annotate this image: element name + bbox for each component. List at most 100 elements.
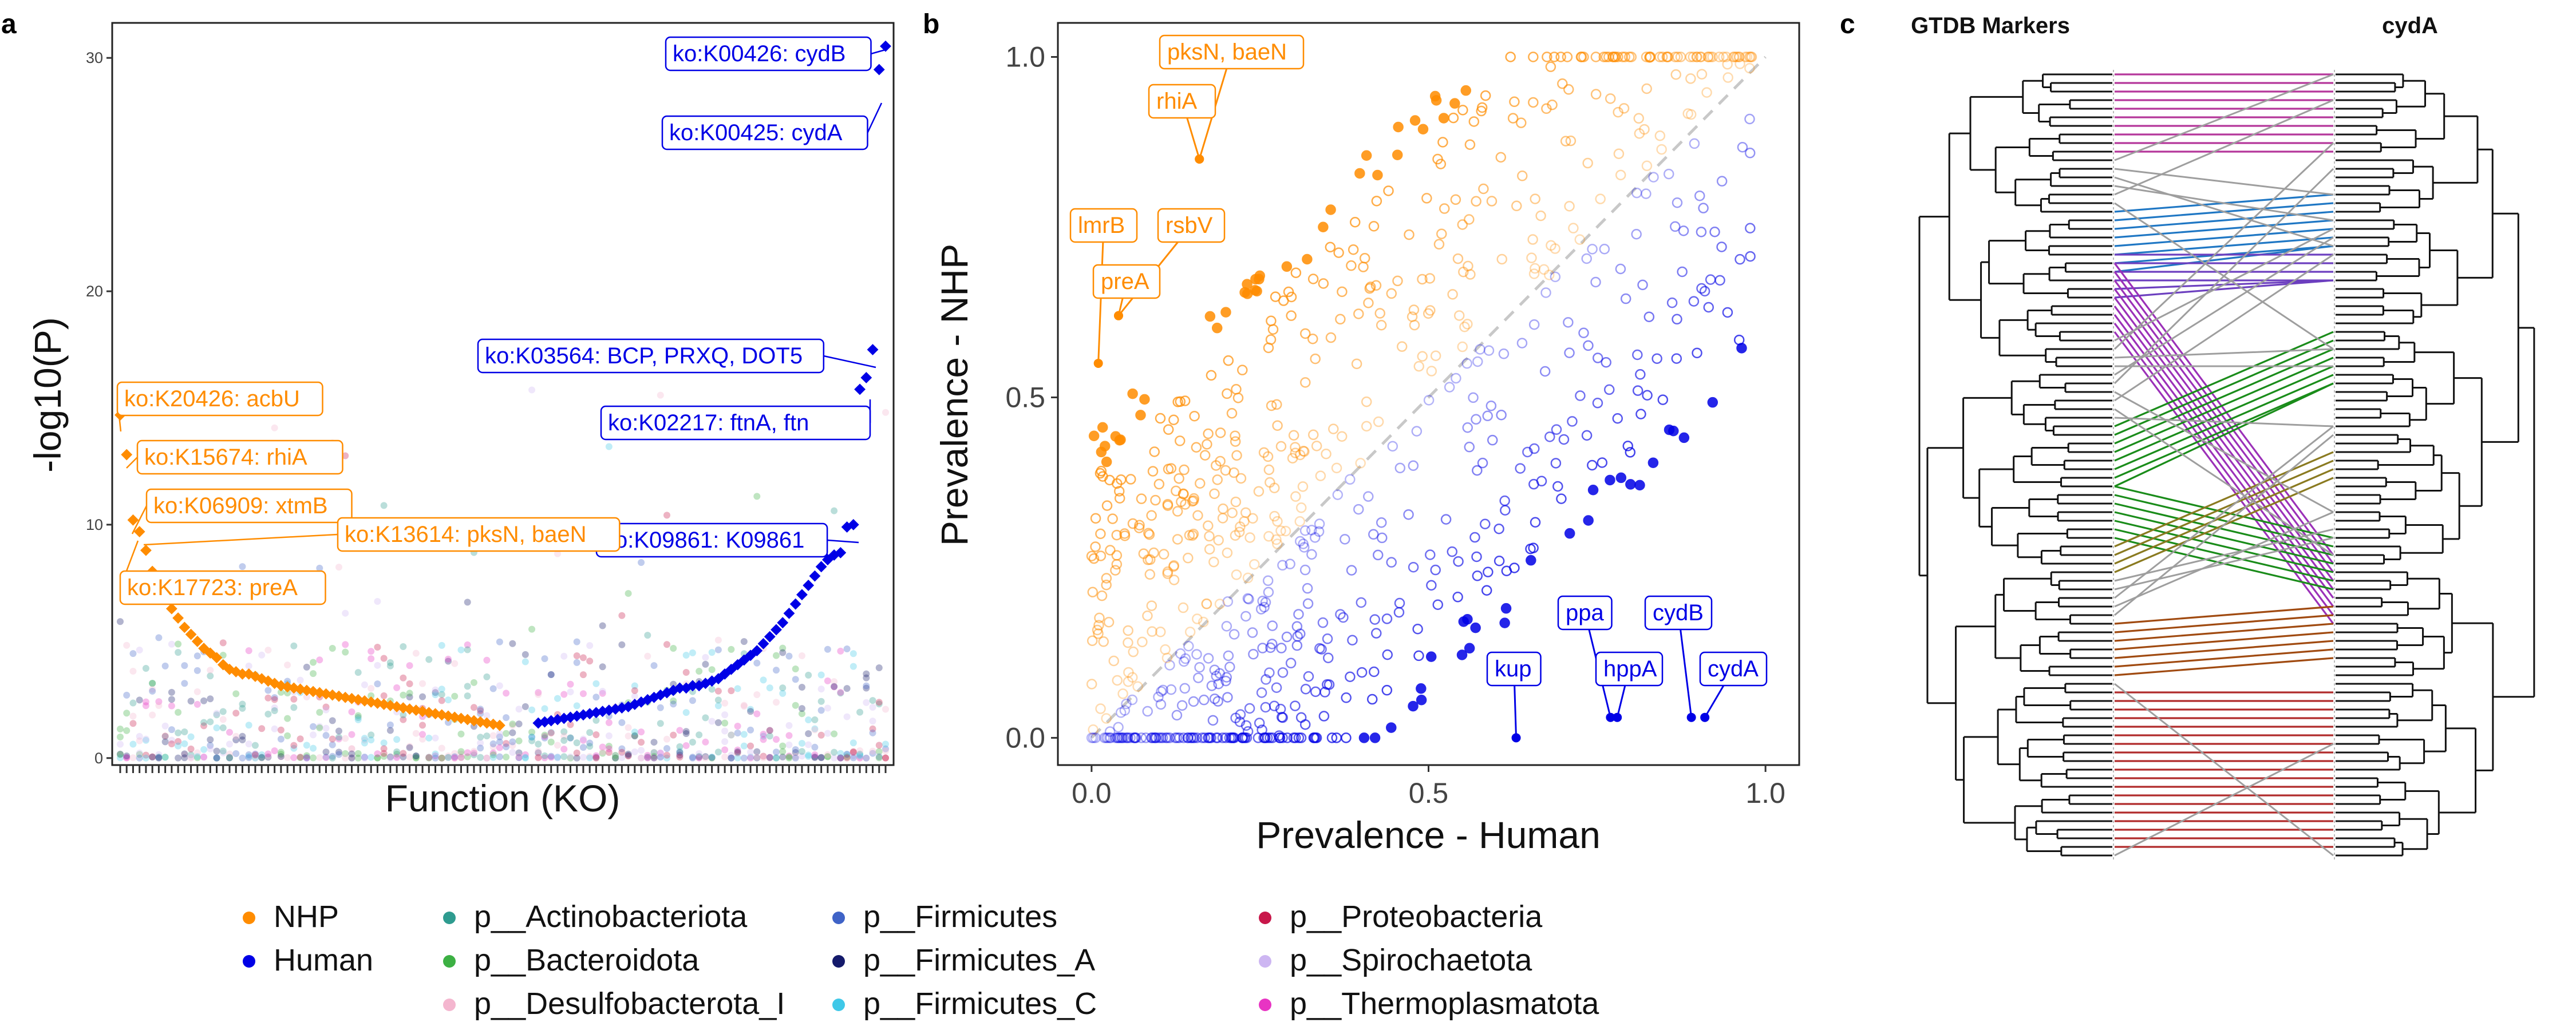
prevalence-point [1189,410,1200,422]
taxon-point [753,710,761,718]
taxon-point [322,706,330,714]
prevalence-point [1590,52,1602,62]
prevalence-point [1740,52,1751,62]
taxon-point [760,754,767,762]
prevalence-point [1494,523,1504,534]
prevalence-point [1452,253,1464,264]
prevalence-point [1511,200,1522,212]
annotation-label: ko:K02217: ftnA, ftn [600,399,871,441]
tanglegram-link [2114,253,2334,402]
taxon-point [380,745,388,752]
prevalence-point [1218,503,1228,514]
taxon-point [258,751,266,758]
legend-swatch [1259,912,1271,924]
prevalence-point [1204,544,1215,555]
taxon-point [142,664,149,672]
taxon-point [573,749,580,756]
prevalence-point [1257,643,1268,653]
prevalence-point [1528,97,1539,108]
taxon-point [335,564,342,571]
taxon-point [856,750,864,758]
function-point [674,682,686,694]
prevalence-point [1288,430,1299,441]
taxon-point [702,753,709,760]
prevalence-point [1413,650,1424,661]
taxon-point [779,649,787,656]
prevalence-point [1114,493,1125,504]
annotation-leader [131,505,148,534]
prevalence-point [1108,655,1119,667]
taxon-point [348,754,355,762]
taxon-point [837,754,844,762]
taxon-point [863,754,870,762]
taxon-point [521,703,529,710]
prevalence-point [1206,732,1216,743]
prevalence-point [1228,467,1239,478]
taxon-point [631,692,638,700]
prevalence-point [1563,84,1574,95]
prevalence-point [1272,538,1283,549]
prevalence-point [1730,52,1742,62]
taxon-point [760,752,767,760]
taxon-point [843,685,851,692]
taxon-point [843,754,851,762]
taxon-point [477,706,484,713]
taxon-point [425,734,433,742]
taxon-point [805,752,812,760]
taxon-point [560,652,568,660]
prevalence-point [1615,472,1627,484]
label-box [1092,264,1161,299]
prevalence-point [1641,188,1652,199]
taxon-point [811,751,819,759]
prevalence-point [1263,531,1274,542]
taxon-point [547,728,555,736]
taxon-point [663,751,670,759]
prevalence-point [1432,599,1444,610]
prevalence-point [1568,223,1579,233]
taxon-point [515,754,523,761]
prevalence-point [1376,320,1387,331]
prevalence-point [1558,434,1570,445]
prevalence-point [1737,141,1748,153]
prevalence-point [1180,499,1191,510]
prevalence-point [1483,345,1495,356]
prevalence-point [1188,528,1199,540]
prevalence-point [1429,90,1441,102]
taxon-point [412,730,420,737]
taxon-point [168,702,175,710]
prevalence-point [1656,144,1667,155]
taxon-point [380,692,388,699]
prevalence-point [1220,307,1231,318]
taxon-point [290,744,298,752]
prevalence-point [1345,474,1356,485]
taxon-point [670,680,677,688]
taxon-point [850,752,857,759]
prevalence-point [1129,732,1141,743]
taxon-point [149,687,156,695]
prevalence-point [1255,604,1267,615]
taxon-point [258,725,266,732]
label-box [1159,34,1305,70]
function-point [803,580,815,591]
taxon-point [708,754,716,761]
taxon-point [136,732,143,740]
prevalence-point [1557,78,1568,89]
prevalence-point [1162,498,1174,510]
legend-label: NHP [274,900,339,934]
prevalence-point [1331,462,1342,474]
taxon-point [457,754,465,761]
prevalence-point [1729,52,1740,62]
prevalence-point [1243,593,1254,605]
prevalence-point [1281,261,1293,272]
taxon-point [689,754,696,762]
prevalence-point [1230,430,1240,441]
taxon-point [779,753,787,760]
taxon-point [612,752,619,759]
prevalence-point [1709,226,1720,237]
taxon-point [181,662,188,670]
prevalence-point [1657,52,1668,62]
prevalence-point [1239,516,1250,527]
taxon-point [547,754,555,761]
prevalence-point [1657,394,1669,405]
taxon-point [702,660,709,668]
